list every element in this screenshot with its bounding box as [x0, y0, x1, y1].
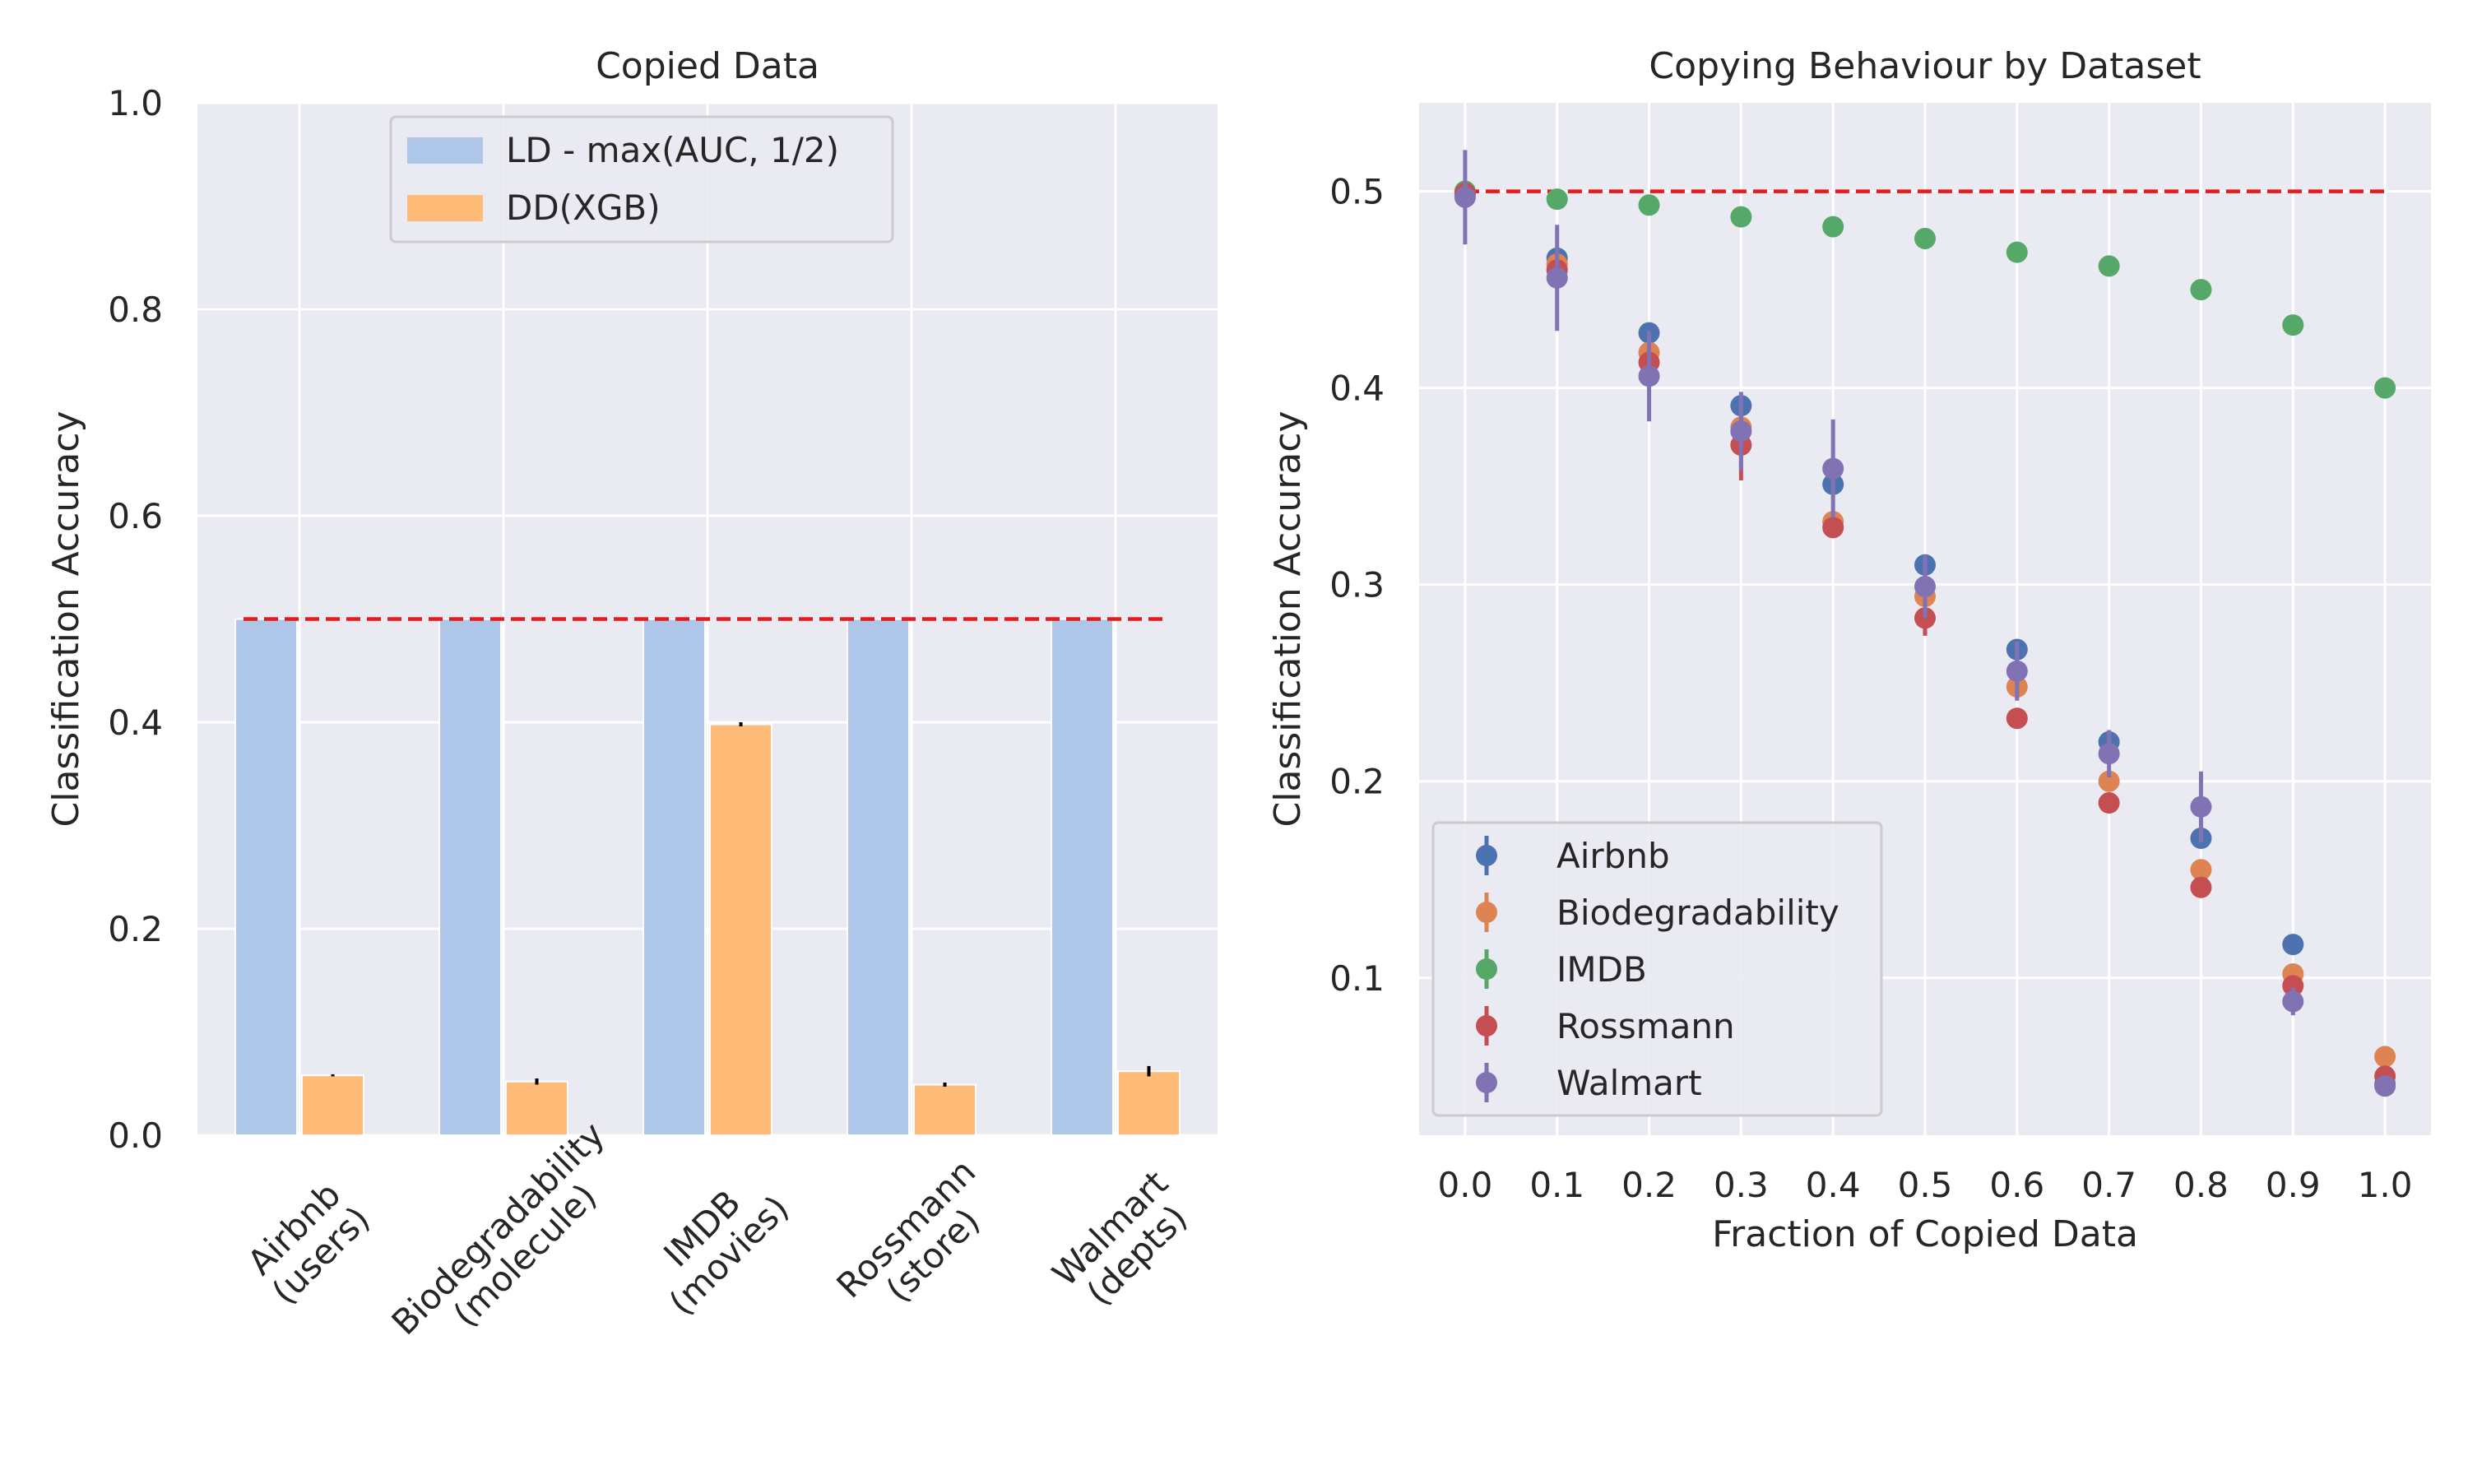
right-legend-marker	[1476, 958, 1497, 980]
point-biodegradability	[2098, 770, 2120, 792]
right-x-tick-label: 0.5	[1898, 1165, 1953, 1205]
point-rossmann	[2098, 792, 2120, 814]
left-x-tick-label: IMDB(movies)	[656, 1182, 796, 1323]
right-y-tick-label: 0.2	[1329, 762, 1385, 802]
right-legend-frame	[1431, 821, 1883, 1117]
left-legend-swatch	[407, 137, 483, 164]
right-legend-marker	[1476, 1015, 1497, 1036]
bar-ld	[1051, 618, 1114, 1136]
left-y-tick-label: 0.0	[108, 1115, 163, 1156]
point-walmart	[1638, 365, 1660, 387]
right-legend-label: Biodegradability	[1556, 893, 1839, 933]
left-x-tick-label: Rossmann(store)	[828, 1151, 987, 1310]
point-walmart	[2374, 1075, 2396, 1097]
point-imdb	[1822, 216, 1844, 238]
right-x-tick-label: 0.8	[2173, 1165, 2229, 1205]
point-walmart	[1546, 267, 1568, 289]
point-walmart	[2282, 990, 2304, 1013]
point-imdb	[1638, 194, 1660, 216]
bar-dd	[505, 1080, 568, 1136]
point-walmart	[2098, 743, 2120, 765]
right-legend-label: Airbnb	[1556, 836, 1670, 876]
point-imdb	[2190, 279, 2212, 301]
right-legend-label: Walmart	[1556, 1063, 1702, 1103]
point-walmart	[1822, 457, 1844, 480]
point-rossmann	[2282, 975, 2304, 997]
right-x-axis-label: Fraction of Copied Data	[1712, 1213, 2138, 1255]
left-x-tick-label: Airbnb(users)	[239, 1174, 378, 1312]
right-y-tick-label: 0.1	[1329, 958, 1385, 999]
point-imdb	[2374, 377, 2396, 399]
right-y-tick-label: 0.3	[1329, 565, 1385, 605]
right-x-tick-label: 0.9	[2266, 1165, 2321, 1205]
right-x-tick-label: 0.0	[1438, 1165, 1493, 1205]
right-legend-marker	[1476, 1072, 1497, 1093]
right-legend-label: IMDB	[1556, 949, 1647, 990]
bar-ld	[234, 618, 298, 1136]
point-imdb	[2098, 255, 2120, 277]
right-x-tick-label: 0.2	[1621, 1165, 1677, 1205]
left-legend-frame	[389, 115, 894, 243]
point-biodegradability	[2190, 859, 2212, 881]
left-chart-title: Copied Data	[596, 45, 819, 87]
point-airbnb	[2282, 934, 2304, 956]
point-imdb	[1730, 206, 1752, 228]
bar-ld	[847, 618, 910, 1136]
left-legend-label: LD - max(AUC, 1/2)	[506, 130, 839, 170]
left-legend-label: DD(XGB)	[506, 188, 661, 228]
right-legend-marker	[1476, 845, 1497, 866]
point-walmart	[2006, 660, 2028, 682]
point-imdb	[2006, 241, 2028, 263]
bar-dd	[301, 1074, 364, 1136]
bar-ld	[643, 618, 706, 1136]
point-walmart	[1730, 420, 1752, 443]
left-x-tick-label: Walmart(depts)	[1045, 1163, 1195, 1314]
right-scatter-chart: 0.1 0.2 0.3 0.4 0.5 0.0 0.1 0.2 0.3 0.4 0.5 0.6 0.7 0…	[1267, 45, 2431, 1255]
left-bar-chart: 0.0 0.2 0.4 0.6 0.8 1.0 Airbnb(users) Biodegrad…	[45, 45, 1218, 1343]
point-imdb	[2282, 314, 2304, 336]
right-x-tick-label: 1.0	[2358, 1165, 2413, 1205]
bar-dd	[1117, 1070, 1181, 1136]
left-y-axis-label: Classification Accuracy	[45, 411, 87, 828]
right-x-tick-label: 0.1	[1529, 1165, 1584, 1205]
right-x-tick-label: 0.6	[1989, 1165, 2044, 1205]
left-legend: LD - max(AUC, 1/2) DD(XGB)	[389, 115, 894, 243]
point-rossmann	[1822, 517, 1844, 539]
right-chart-title: Copying Behaviour by Dataset	[1649, 45, 2201, 87]
bar-dd	[709, 723, 772, 1136]
right-y-tick-label: 0.4	[1329, 369, 1385, 409]
left-y-tick-label: 0.6	[108, 496, 163, 536]
left-y-tick-label: 0.8	[108, 290, 163, 330]
point-rossmann	[2190, 876, 2212, 898]
point-imdb	[1546, 188, 1568, 211]
bar-ld	[438, 618, 502, 1136]
point-rossmann	[2006, 707, 2028, 730]
right-x-tick-label: 0.3	[1714, 1165, 1769, 1205]
left-x-tick-label: Biodegradability(molecule)	[384, 1115, 613, 1343]
right-x-tick-label: 0.7	[2081, 1165, 2136, 1205]
right-y-axis-label: Classification Accuracy	[1267, 411, 1309, 828]
left-legend-swatch	[407, 195, 483, 221]
point-biodegradability	[2374, 1046, 2396, 1068]
right-y-tick-label: 0.5	[1329, 172, 1385, 212]
left-y-tick-label: 1.0	[108, 83, 163, 123]
right-legend-marker	[1476, 902, 1497, 923]
right-legend: Airbnb Biodegradability IMDB Rossmann Walmar…	[1431, 821, 1883, 1117]
point-walmart	[1454, 186, 1476, 208]
left-y-tick-label: 0.4	[108, 703, 163, 743]
point-imdb	[1914, 227, 1936, 249]
left-y-tick-label: 0.2	[108, 909, 163, 949]
bar-dd	[913, 1083, 977, 1137]
point-walmart	[2190, 795, 2212, 818]
point-walmart	[1914, 576, 1936, 598]
right-legend-label: Rossmann	[1556, 1006, 1735, 1046]
right-x-tick-label: 0.4	[1806, 1165, 1861, 1205]
